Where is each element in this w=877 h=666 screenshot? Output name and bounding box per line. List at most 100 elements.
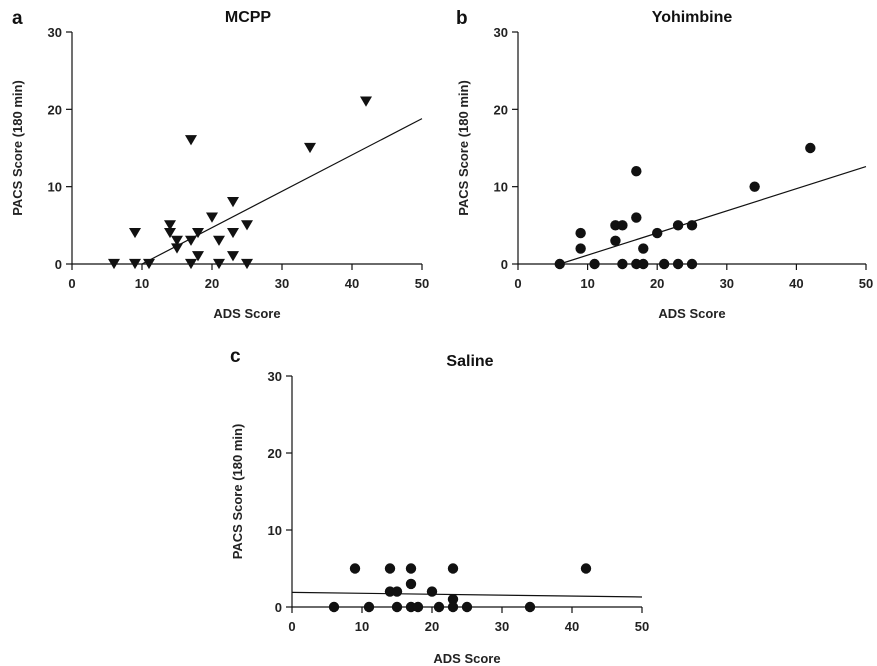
data-point xyxy=(185,258,197,270)
x-tick-label: 40 xyxy=(345,276,359,291)
x-tick-label: 0 xyxy=(68,276,75,291)
x-tick-label: 0 xyxy=(514,276,521,291)
y-tick-label: 20 xyxy=(48,102,62,117)
y-tick-label: 20 xyxy=(268,446,282,461)
regression-line xyxy=(141,118,423,265)
data-point xyxy=(638,258,649,270)
regression-line xyxy=(559,165,867,265)
regression-line xyxy=(291,591,643,598)
data-point xyxy=(686,258,698,270)
x-tick-label: 30 xyxy=(720,276,734,291)
panel-letter: a xyxy=(12,8,23,29)
data-point xyxy=(143,258,155,270)
x-axis-title: ADS Score xyxy=(213,306,280,321)
y-tick-label: 10 xyxy=(48,180,62,195)
data-point xyxy=(171,235,183,246)
data-point xyxy=(185,135,197,146)
x-tick-label: 0 xyxy=(288,619,295,634)
x-tick-label: 20 xyxy=(650,276,664,291)
data-point xyxy=(129,227,141,239)
data-point xyxy=(164,227,176,239)
data-point xyxy=(129,258,141,270)
y-axis-title: PACS Score (180 min) xyxy=(230,424,245,560)
data-point xyxy=(672,258,684,270)
data-point xyxy=(349,563,361,574)
y-tick-label: 0 xyxy=(275,600,282,615)
data-point xyxy=(363,601,375,613)
data-point xyxy=(433,601,445,613)
chart-panel-a: a MCPP 0 10 20 30 40 50 0 10 20 30 ADS Score PACS Sco… xyxy=(10,8,429,321)
x-tick-label: 40 xyxy=(789,276,803,291)
chart-title: Yohimbine xyxy=(652,9,733,26)
data-point xyxy=(638,243,649,254)
data-point xyxy=(575,227,586,239)
data-point xyxy=(405,578,417,590)
x-tick-label: 40 xyxy=(565,619,579,634)
data-point xyxy=(447,563,459,574)
x-tick-label: 20 xyxy=(205,276,219,291)
data-point xyxy=(749,181,760,192)
y-tick-label: 30 xyxy=(48,25,62,40)
data-point xyxy=(391,601,403,613)
x-tick-label: 10 xyxy=(580,276,594,291)
data-point xyxy=(192,227,204,239)
data-point xyxy=(610,235,621,246)
x-axis-title: ADS Score xyxy=(658,306,725,321)
data-point xyxy=(384,563,396,574)
data-point xyxy=(631,212,642,223)
x-tick-label: 10 xyxy=(355,619,369,634)
data-point xyxy=(185,235,197,246)
x-axis-title: ADS Score xyxy=(433,651,500,666)
y-axis-title: PACS Score (180 min) xyxy=(456,80,471,216)
data-point xyxy=(554,258,565,270)
data-point xyxy=(412,601,424,613)
panel-letter: b xyxy=(456,8,468,29)
data-point xyxy=(108,258,120,270)
x-tick-label: 50 xyxy=(415,276,429,291)
x-tick-label: 30 xyxy=(275,276,289,291)
data-point xyxy=(652,227,663,239)
data-point xyxy=(304,142,316,154)
y-tick-label: 30 xyxy=(494,25,508,40)
chart-title: Saline xyxy=(446,353,493,370)
data-point xyxy=(328,601,340,613)
x-tick-label: 30 xyxy=(495,619,509,634)
data-point xyxy=(391,586,403,597)
data-point xyxy=(192,251,204,262)
x-tick-label: 50 xyxy=(635,619,649,634)
chart-panel-c: c Saline 0 10 20 30 40 50 0 10 20 30 ADS Score PACS S… xyxy=(230,346,649,666)
data-point xyxy=(589,258,600,270)
data-point xyxy=(227,251,239,262)
chart-title: MCPP xyxy=(225,9,272,26)
x-tick-label: 20 xyxy=(425,619,439,634)
data-point xyxy=(227,227,239,239)
y-tick-label: 0 xyxy=(501,257,508,272)
y-tick-label: 10 xyxy=(494,180,508,195)
data-point xyxy=(461,601,473,613)
data-point xyxy=(171,243,183,254)
y-axis-title: PACS Score (180 min) xyxy=(10,80,25,216)
data-point xyxy=(447,601,459,613)
chart-panel-b: b Yohimbine 0 10 20 30 40 50 0 10 20 30 ADS Score PAC… xyxy=(456,8,873,321)
y-tick-label: 30 xyxy=(268,369,282,384)
data-point xyxy=(360,96,372,107)
panel-letter: c xyxy=(230,346,241,367)
data-point xyxy=(580,563,592,574)
data-point xyxy=(227,197,239,208)
y-tick-label: 0 xyxy=(55,257,62,272)
x-tick-label: 10 xyxy=(135,276,149,291)
y-tick-label: 10 xyxy=(268,523,282,538)
y-tick-label: 20 xyxy=(494,102,508,117)
data-point xyxy=(617,220,628,231)
data-point xyxy=(805,142,816,154)
data-point xyxy=(405,563,417,574)
data-point xyxy=(447,594,459,605)
data-point xyxy=(658,258,670,270)
data-point xyxy=(524,601,536,613)
x-tick-label: 50 xyxy=(859,276,873,291)
data-point xyxy=(213,235,225,246)
data-point xyxy=(241,258,253,270)
data-point xyxy=(213,258,225,270)
data-point xyxy=(617,258,628,270)
data-point xyxy=(686,220,698,231)
